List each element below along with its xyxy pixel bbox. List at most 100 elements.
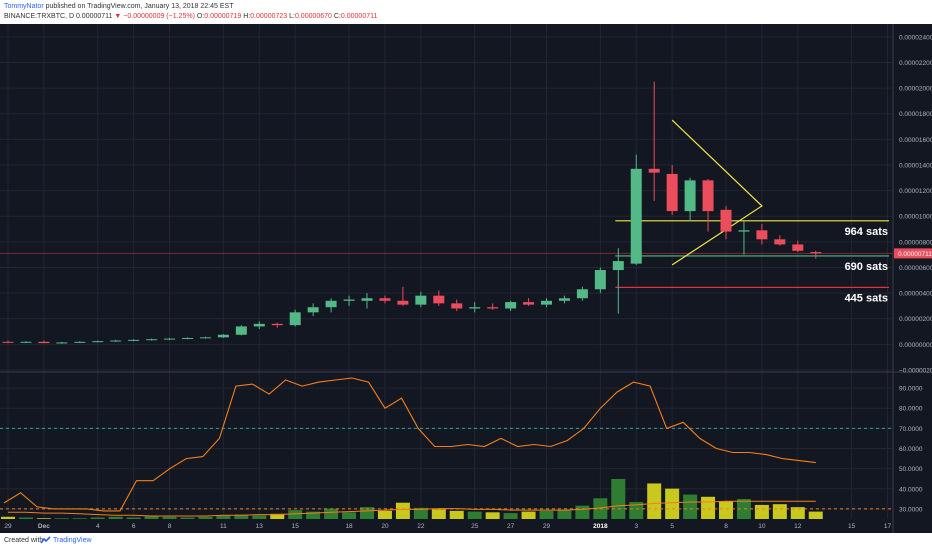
candle-body: [433, 295, 445, 304]
price-levels: 964 sats 690 sats 445 sats: [0, 119, 893, 304]
price-axis[interactable]: 0.00002400 0.00002200 0.00002000 0.00001800…: [894, 34, 932, 513]
candle-body: [648, 168, 660, 173]
price-tick-label: 0.00001000: [899, 214, 932, 221]
indicator-tick-label: 30.0000: [899, 506, 923, 513]
time-tick-label: 13: [256, 523, 264, 530]
volume-bar: [36, 518, 51, 519]
high-value: 0.00000723: [250, 13, 288, 20]
time-tick-label: 25: [471, 523, 479, 530]
volume-bar: [539, 510, 554, 519]
time-tick-label: 11: [220, 523, 227, 530]
volume-bar: [395, 502, 410, 519]
grid: [0, 24, 932, 533]
low-value: 0.00000670: [294, 13, 332, 20]
time-tick-label: 29: [543, 523, 551, 530]
price-tick-label: 0.00001400: [899, 162, 932, 169]
time-tick-label: 17: [884, 523, 892, 530]
volume-bar: [126, 517, 141, 519]
candle-body: [505, 302, 517, 309]
tradingview-brand[interactable]: TradingView: [53, 537, 92, 544]
footer-bar: Created with TradingView: [0, 533, 932, 550]
volume-bar: [557, 510, 572, 519]
time-tick-label: 15: [292, 523, 300, 530]
candles: [2, 81, 822, 344]
high-label: H:: [243, 13, 251, 20]
time-tick-label: Dec: [38, 523, 50, 530]
candle-body: [541, 300, 552, 305]
candle-body: [253, 323, 265, 327]
time-tick-label: 3: [634, 523, 638, 530]
candle-body: [774, 239, 786, 245]
time-tick-label: 2018: [593, 523, 608, 530]
candle-body: [146, 339, 158, 341]
volume-bar: [377, 510, 392, 519]
time-tick-label: 5: [670, 523, 674, 530]
candle-body: [756, 230, 768, 240]
symbol-label: BINANCE:TRXBTC, D: [4, 13, 75, 20]
candle-body: [289, 312, 301, 326]
price-tick-label: 0.00000800: [899, 239, 932, 246]
volume-bar: [90, 517, 105, 519]
indicator-line: [3, 377, 816, 512]
low-label: L:: [289, 13, 295, 20]
tradingview-logo-icon: [40, 536, 51, 544]
candle-body: [182, 337, 193, 339]
volume-bar: [772, 504, 787, 519]
current-price-tag: [894, 248, 932, 259]
author-link[interactable]: TommyNator: [4, 3, 44, 10]
volume-ma-line: [8, 500, 816, 517]
candle-body: [271, 323, 283, 326]
volume-bar: [647, 483, 662, 519]
time-axis[interactable]: 29 Dec 4 6 8 11 13 15 18 20 22 25 27 29 2018 3 5 8 10 12 15 1…: [4, 523, 891, 530]
volume-bar: [270, 513, 285, 519]
candle-body: [20, 341, 32, 343]
volume-bar: [234, 514, 249, 519]
volume-bar: [72, 518, 87, 519]
created-with-text: Created with: [4, 537, 44, 544]
time-tick-label: 8: [724, 523, 728, 530]
volume-bar: [736, 499, 751, 519]
candle-body: [415, 295, 427, 305]
open-label: O:: [196, 13, 205, 20]
candle-body: [523, 302, 535, 305]
candle-body: [56, 342, 68, 344]
last-price: 0.00000711: [75, 13, 113, 20]
volume-bar: [54, 518, 69, 519]
published-text: published on TradingView.com, January 13…: [45, 3, 234, 10]
candle-body: [379, 298, 391, 301]
price-tick-label: −0.00000200: [899, 368, 932, 375]
candle-body: [2, 341, 14, 343]
volume-bars: [1, 479, 823, 519]
publish-info: TommyNator published on TradingView.com,…: [4, 3, 233, 10]
triangle-pattern: [671, 119, 763, 266]
price-tick-label: 0.00000600: [899, 265, 932, 272]
volume-bar: [216, 515, 231, 519]
level-label-resistance: 964 sats: [845, 226, 888, 238]
candle-body: [630, 168, 642, 264]
price-tick-label: 0.00000400: [899, 291, 932, 298]
candle-body: [110, 340, 122, 342]
time-tick-label: 27: [507, 523, 515, 530]
volume-bar: [252, 515, 267, 519]
volume-bar: [1, 516, 15, 519]
candle-body: [720, 209, 732, 232]
time-tick-label: 22: [417, 523, 425, 530]
candle-body: [684, 180, 696, 212]
time-tick-label: 8: [168, 523, 172, 530]
close-label: C:: [333, 13, 341, 20]
volume-bar: [306, 511, 321, 519]
chart-background: [0, 24, 932, 533]
volume-bar: [629, 501, 644, 519]
candle-body: [397, 300, 409, 305]
candle-body: [199, 337, 211, 339]
candle-body: [576, 289, 588, 299]
volume-bar: [108, 516, 123, 519]
volume-bar: [575, 505, 590, 519]
volume-bar: [198, 516, 213, 519]
time-tick-label: 29: [4, 523, 12, 530]
candle-body: [738, 230, 750, 232]
volume-bar: [683, 494, 698, 519]
candle-body: [325, 300, 337, 308]
volume-bar: [431, 509, 446, 519]
